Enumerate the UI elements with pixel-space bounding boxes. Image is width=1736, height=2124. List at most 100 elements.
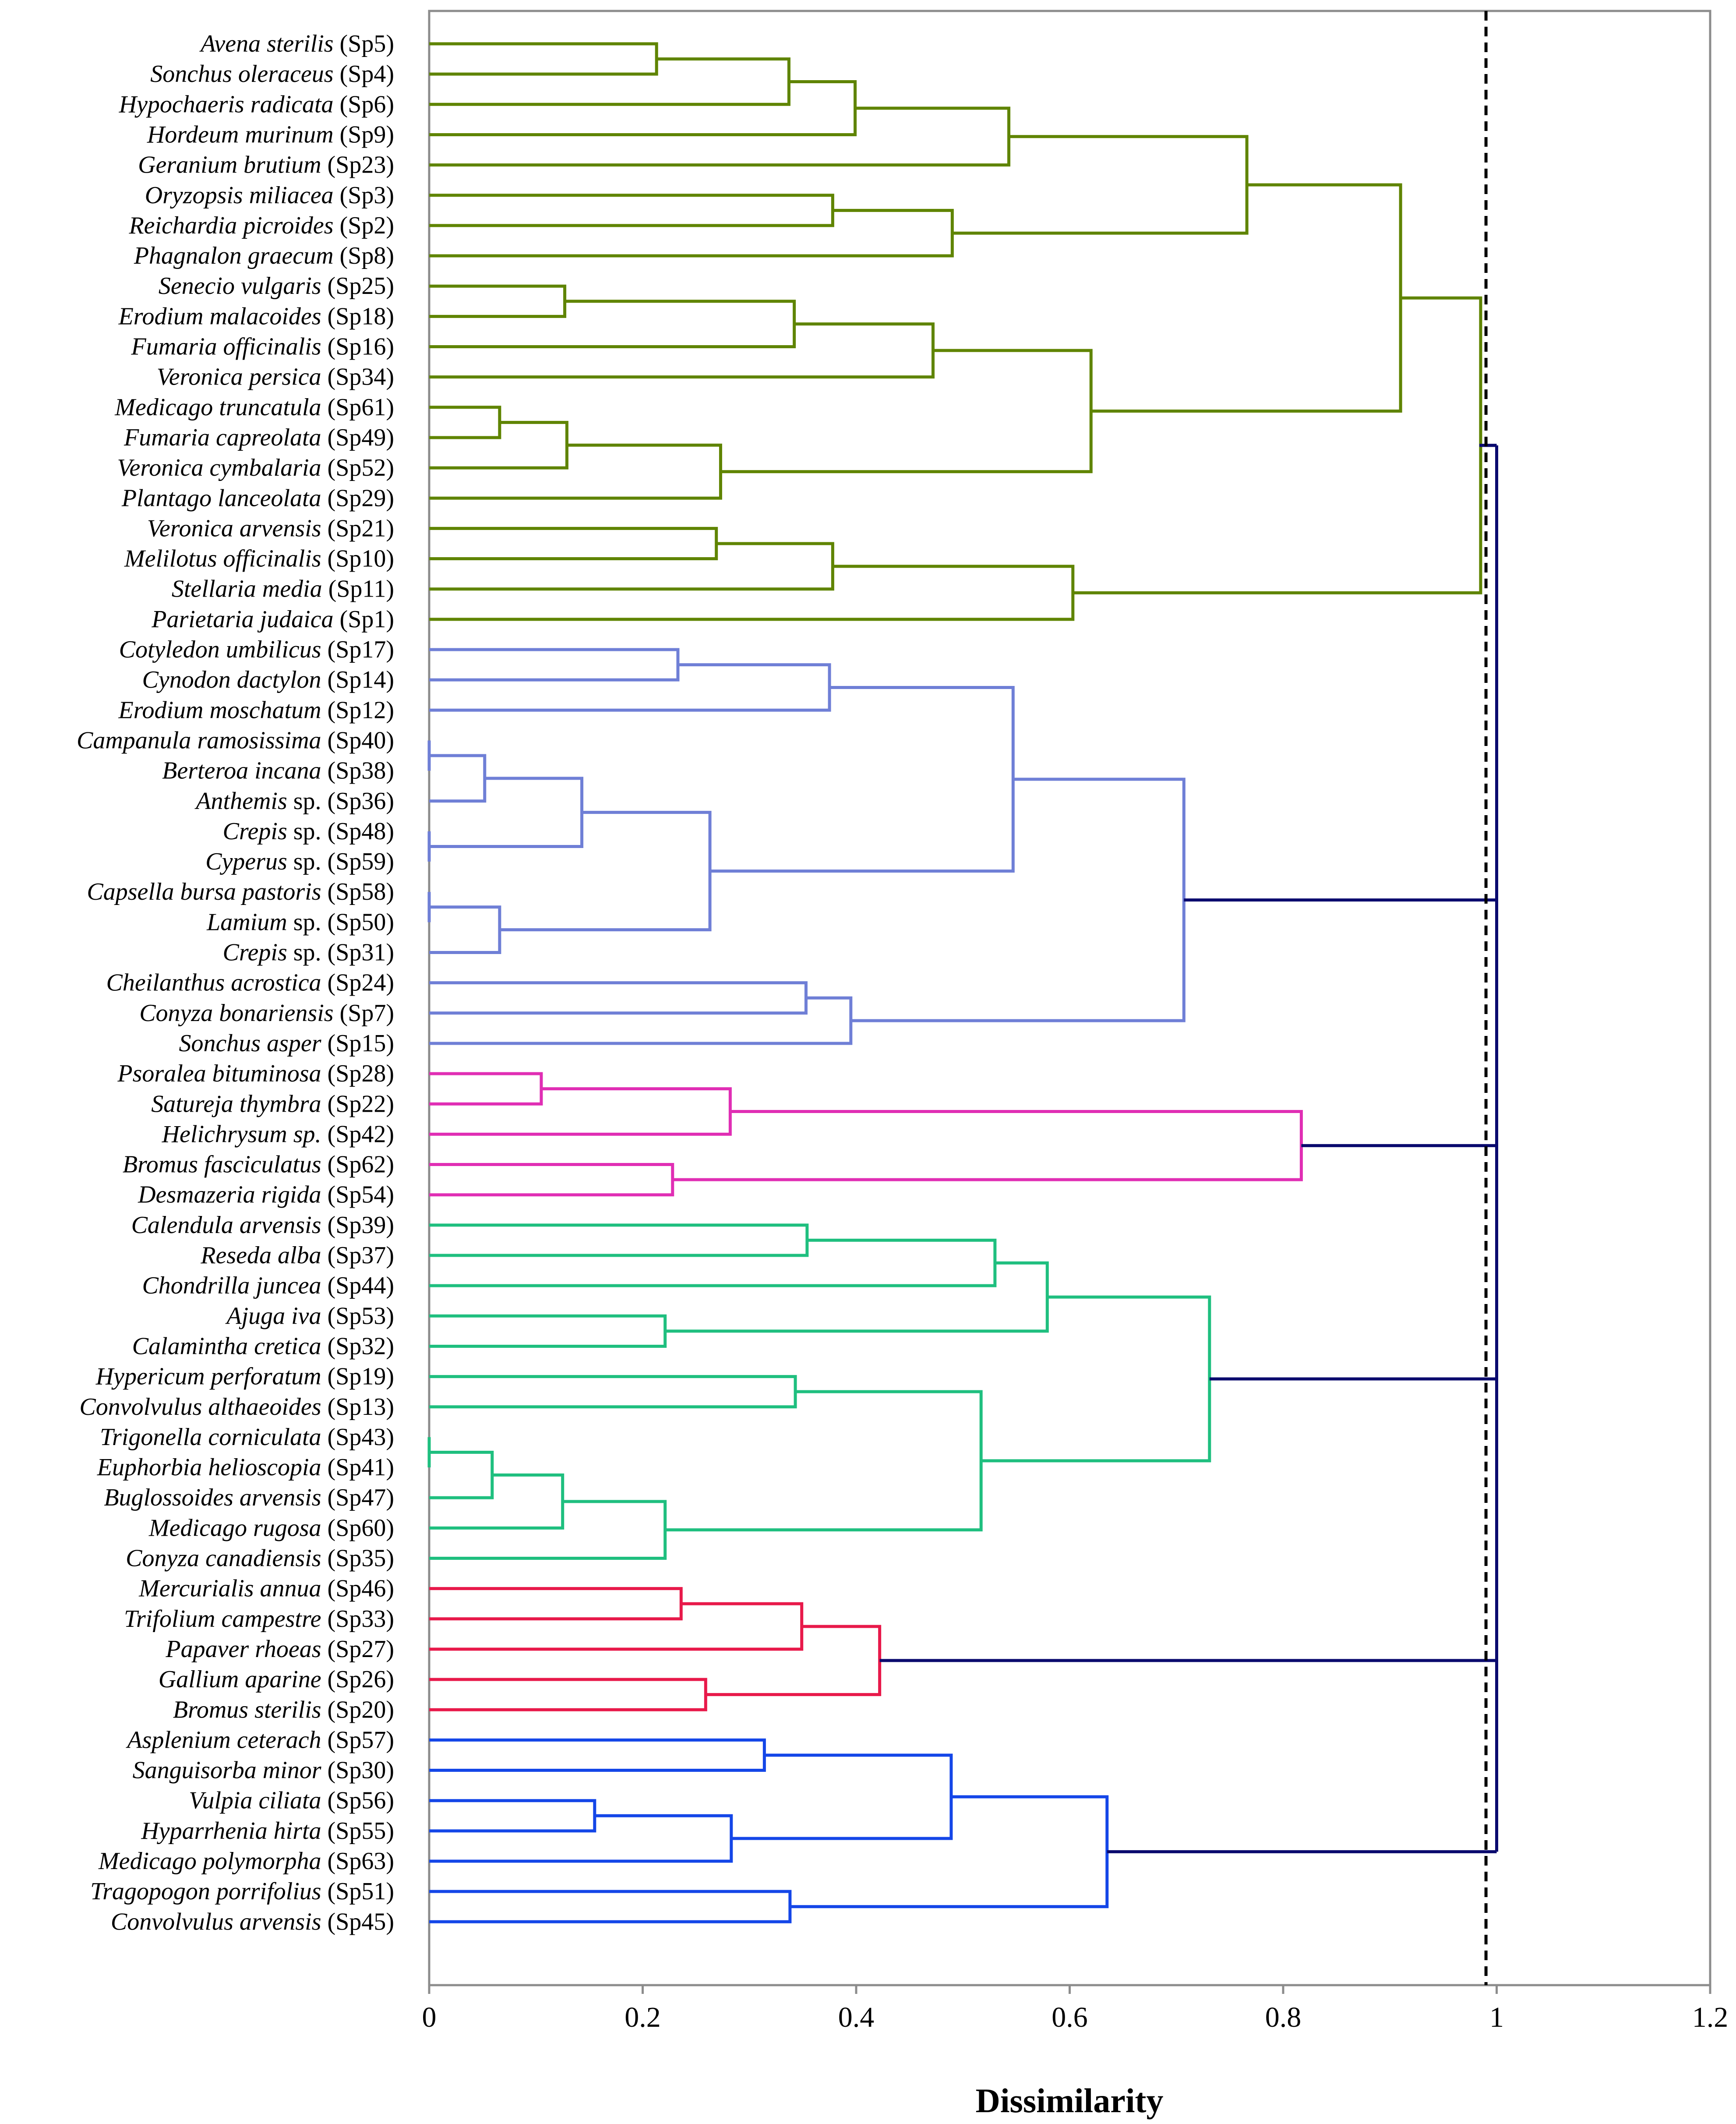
species-name: Chondrilla juncea	[142, 1272, 321, 1299]
leaf-label: Stellaria media (Sp11)	[172, 576, 394, 603]
leaf-label: Senecio vulgaris (Sp25)	[159, 272, 394, 300]
leaf-label: Veronica persica (Sp34)	[157, 364, 394, 391]
species-code: (Sp6)	[334, 91, 394, 118]
leaf-label: Fumaria officinalis (Sp16)	[131, 333, 394, 360]
species-name: Mercurialis annua	[138, 1575, 321, 1602]
dendrogram-link	[429, 777, 584, 848]
species-code: (Sp32)	[321, 1332, 394, 1360]
species-name: Melilotus officinalis	[124, 545, 321, 573]
species-name: Calendula arvensis	[131, 1212, 321, 1239]
species-name: Calamintha cretica	[132, 1332, 321, 1360]
species-name: Conyza bonariensis	[139, 1000, 333, 1027]
species-name: Euphorbia helioscopia	[97, 1454, 321, 1481]
leaf-label: Gallium aparine (Sp26)	[159, 1666, 394, 1693]
species-name: Crepis	[222, 939, 287, 966]
species-code: (Sp8)	[334, 242, 394, 269]
leaf-label: Erodium moschatum (Sp12)	[118, 696, 394, 724]
leaf-label: Cynodon dactylon (Sp14)	[142, 666, 395, 693]
species-code: (Sp35)	[321, 1545, 394, 1572]
dendrogram-link	[429, 209, 954, 258]
species-code: (Sp46)	[321, 1575, 394, 1602]
dendrogram-link	[429, 406, 501, 439]
species-name: Convolvulus arvensis	[111, 1908, 321, 1935]
dendrogram-link	[429, 443, 722, 500]
leaf-label: Convolvulus arvensis (Sp45)	[111, 1908, 394, 1935]
species-name: Senecio vulgaris	[159, 272, 321, 300]
leaf-label: Avena sterilis (Sp5)	[199, 30, 394, 57]
species-code: (Sp15)	[321, 1030, 394, 1057]
leaf-label: Plantago lanceolata (Sp29)	[121, 484, 394, 512]
leaf-label: Tragopogon porrifolius (Sp51)	[90, 1878, 394, 1905]
species-name: Plantago lanceolata	[121, 484, 321, 512]
species-code: (Sp14)	[321, 666, 394, 693]
species-code: (Sp38)	[321, 757, 394, 785]
dendrogram-link	[429, 80, 857, 136]
leaf-label: Psoralea bituminosa (Sp28)	[117, 1060, 394, 1087]
species-name: Tragopogon porrifolius	[90, 1878, 321, 1905]
leaf-label: Ajuga iva (Sp53)	[225, 1302, 394, 1329]
leaf-label: Medicago rugosa (Sp60)	[148, 1514, 394, 1541]
species-code: (Sp50)	[321, 908, 394, 936]
leaf-label: Campanula ramosissima (Sp40)	[77, 727, 394, 754]
leaf-label: Anthemis sp. (Sp36)	[194, 788, 394, 815]
species-code: (Sp21)	[321, 515, 394, 542]
leaf-label: Berteroa incana (Sp38)	[162, 757, 394, 785]
axis-frame	[428, 10, 1711, 1986]
species-name: Crepis	[222, 818, 287, 845]
species-code: (Sp52)	[321, 454, 394, 481]
species-suffix: sp.	[287, 788, 321, 815]
species-code: (Sp9)	[334, 121, 394, 148]
species-name: Stellaria media	[172, 576, 322, 603]
leaf-label: Parietaria judaica (Sp1)	[151, 606, 394, 633]
dendrogram-link	[429, 754, 487, 803]
species-name: Reichardia picroides	[128, 212, 333, 239]
species-name: Fumaria capreolata	[123, 424, 321, 451]
species-name: Fumaria officinalis	[131, 333, 321, 360]
leaf-label: Reseda alba (Sp37)	[200, 1242, 394, 1269]
leaf-label: Phagnalon graecum (Sp8)	[134, 242, 394, 269]
dendrogram-link	[672, 1110, 1303, 1181]
x-tick-label: 0.2	[625, 2001, 661, 2033]
dendrogram-link	[429, 996, 853, 1045]
species-name: Sanguisorba minor	[133, 1757, 321, 1784]
dendrogram-link	[429, 194, 834, 227]
dendrogram-link	[429, 42, 658, 76]
species-code: (Sp37)	[321, 1242, 394, 1269]
leaf-label: Melilotus officinalis (Sp10)	[124, 545, 394, 573]
species-name: Hypericum perforatum	[95, 1363, 321, 1390]
leaf-label: Veronica cymbalaria (Sp52)	[117, 454, 395, 481]
species-name: Trifolium campestre	[124, 1605, 321, 1633]
species-code: (Sp53)	[321, 1302, 394, 1329]
leaf-label: Cotyledon umbilicus (Sp17)	[119, 636, 394, 663]
leaf-label: Hypochaeris radicata (Sp6)	[119, 91, 394, 118]
species-code: (Sp63)	[321, 1848, 394, 1875]
x-tick-label: 1	[1489, 2001, 1504, 2033]
species-code: (Sp57)	[321, 1726, 394, 1753]
dendrogram-link	[429, 1500, 667, 1560]
dendrogram-link	[850, 778, 1186, 1022]
species-code: (Sp13)	[321, 1393, 394, 1421]
dendrogram-link	[710, 686, 1015, 873]
species-name: Medicago truncatula	[114, 394, 321, 421]
species-name: Convolvulus althaeoides	[79, 1393, 321, 1421]
leaf-label: Desmazeria rigida (Sp54)	[138, 1181, 394, 1209]
species-name: Buglossoides arvensis	[104, 1484, 321, 1511]
species-name: Helichrysum sp.	[162, 1120, 321, 1148]
species-code: (Sp5)	[334, 30, 394, 57]
dendrogram-link	[429, 565, 1075, 621]
species-code: (Sp33)	[321, 1605, 394, 1633]
dendrogram-tree	[427, 11, 1498, 1985]
species-code: (Sp41)	[321, 1454, 394, 1481]
dendrogram-link	[706, 1625, 882, 1696]
species-name: Cheilanthus acrostica	[106, 969, 321, 997]
leaf-label: Mercurialis annua (Sp46)	[138, 1575, 394, 1602]
species-suffix: sp.	[287, 908, 321, 936]
leaf-label: Hypericum perforatum (Sp19)	[95, 1363, 394, 1390]
species-name: Cotyledon umbilicus	[119, 636, 321, 663]
dendrogram-link	[429, 1087, 732, 1136]
dendrogram-link	[429, 648, 680, 682]
x-axis-ticks: 0 0.2 0.4 0.6 0.8 1 1.2	[422, 1985, 1728, 2033]
leaf-label: Convolvulus althaeoides (Sp13)	[79, 1393, 394, 1421]
dendrogram-link	[429, 1375, 797, 1409]
